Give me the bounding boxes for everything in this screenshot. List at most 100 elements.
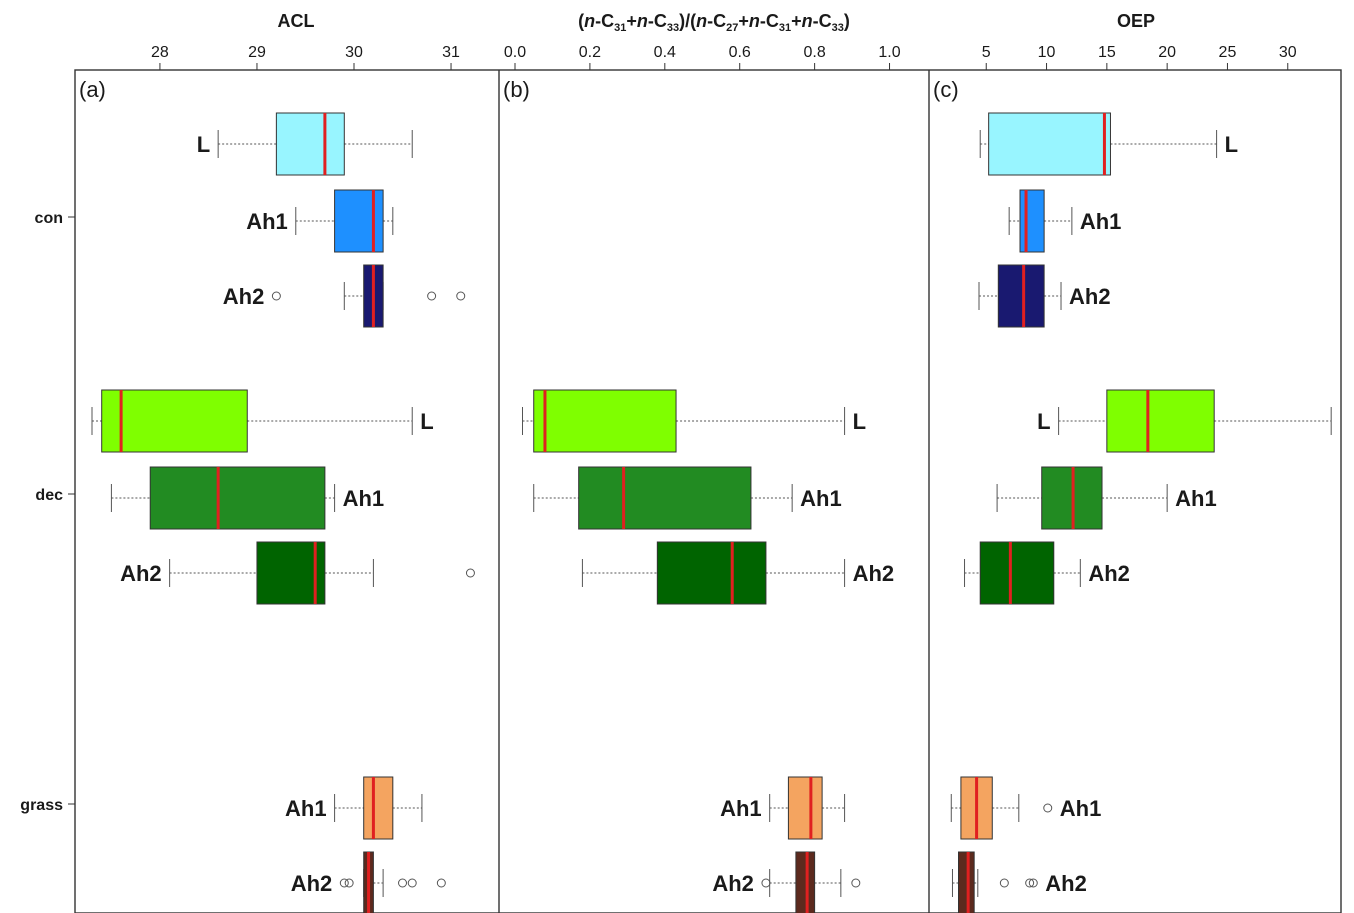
panel-label: (b): [503, 77, 530, 102]
box-iqr: [979, 541, 1055, 605]
x-tick-label: 25: [1219, 44, 1237, 61]
x-tick-label: 0.6: [729, 44, 751, 61]
outlier-point: [407, 878, 417, 888]
box-label: Ah2: [1088, 561, 1130, 586]
box-label: Ah1: [285, 796, 327, 821]
box-label: L: [197, 132, 210, 157]
box-iqr: [795, 851, 816, 913]
box-iqr: [149, 466, 326, 530]
box-label: Ah2: [1069, 284, 1111, 309]
x-tick-label: 0.0: [504, 44, 526, 61]
boxplot-grass-ah2: [951, 851, 1038, 913]
x-tick-label: 5: [982, 44, 991, 61]
boxplot-con-l: [217, 112, 413, 176]
panel-title: OEP: [1117, 11, 1155, 31]
box-label: L: [1225, 132, 1238, 157]
plot-frame: [74, 69, 1342, 913]
outlier-point: [1043, 803, 1053, 813]
boxplot-con-ah1: [295, 189, 394, 253]
box-label: Ah2: [291, 871, 333, 896]
boxplot-grass-ah1: [334, 776, 423, 840]
y-group-label: con: [35, 210, 63, 227]
box-label: Ah2: [1045, 871, 1087, 896]
box-label: Ah1: [720, 796, 762, 821]
box-label: L: [420, 409, 433, 434]
box-label: Ah1: [343, 486, 385, 511]
boxplot-grass-ah2: [339, 851, 446, 913]
x-tick-label: 30: [345, 44, 363, 61]
outlier-point: [339, 878, 349, 888]
box-iqr: [1106, 389, 1215, 453]
x-tick-label: 15: [1098, 44, 1116, 61]
box-iqr: [363, 776, 394, 840]
boxplot-con-ah2: [271, 264, 466, 328]
box-iqr: [101, 389, 248, 453]
box-iqr: [1019, 189, 1045, 253]
x-tick-label: 30: [1279, 44, 1297, 61]
box-label: Ah1: [800, 486, 842, 511]
box-iqr: [334, 189, 384, 253]
outlier-point: [761, 878, 771, 888]
box-label: Ah1: [1060, 796, 1102, 821]
boxplot-dec-ah2: [169, 541, 475, 605]
box-label: Ah1: [1080, 209, 1122, 234]
box-iqr: [958, 851, 975, 913]
boxplot-dec-ah1: [996, 466, 1168, 530]
box-label: Ah1: [246, 209, 288, 234]
box-iqr: [787, 776, 823, 840]
box-iqr: [578, 466, 752, 530]
box-label: L: [853, 409, 866, 434]
box-iqr: [275, 112, 345, 176]
box-label: Ah2: [853, 561, 895, 586]
outlier-point: [1028, 878, 1038, 888]
boxplot-dec-l: [91, 389, 413, 453]
panel-title: (n-C31+n-C33)/(n-C27+n-C31+n-C33): [578, 11, 850, 34]
box-label: Ah2: [120, 561, 162, 586]
x-tick-label: 0.2: [579, 44, 601, 61]
x-tick-label: 1.0: [878, 44, 900, 61]
x-tick-label: 10: [1038, 44, 1056, 61]
x-tick-label: 29: [248, 44, 266, 61]
boxplot-con-ah2: [978, 264, 1062, 328]
boxplot-grass-ah2: [761, 851, 861, 913]
box-iqr: [656, 541, 767, 605]
outlier-point: [465, 568, 475, 578]
outlier-point: [851, 878, 861, 888]
boxplot-dec-ah1: [533, 466, 793, 530]
y-group-label: dec: [35, 487, 63, 504]
panel-label: (a): [79, 77, 106, 102]
outlier-point: [456, 291, 466, 301]
box-label: Ah2: [223, 284, 265, 309]
x-tick-label: 0.4: [654, 44, 676, 61]
boxplot-con-ah1: [1008, 189, 1073, 253]
boxplot-dec-ah2: [581, 541, 846, 605]
boxplot-con-l: [979, 112, 1218, 176]
panel-label: (c): [933, 77, 959, 102]
boxplot-dec-l: [521, 389, 846, 453]
boxplot-grass-ah1: [769, 776, 846, 840]
box-label: Ah1: [1175, 486, 1217, 511]
box-iqr: [997, 264, 1045, 328]
outlier-point: [436, 878, 446, 888]
boxplot-dec-ah2: [964, 541, 1081, 605]
outlier-point: [344, 878, 354, 888]
boxplot-dec-l: [1058, 389, 1332, 453]
boxplot-dec-ah1: [110, 466, 336, 530]
x-tick-label: 28: [151, 44, 169, 61]
outlier-point: [1025, 878, 1035, 888]
x-tick-label: 20: [1158, 44, 1176, 61]
box-label: Ah2: [712, 871, 754, 896]
x-tick-label: 31: [442, 44, 460, 61]
panel-title: ACL: [278, 11, 315, 31]
y-group-label: grass: [20, 797, 63, 814]
boxplot-grass-ah1: [950, 776, 1053, 840]
outlier-point: [271, 291, 281, 301]
x-tick-label: 0.8: [803, 44, 825, 61]
box-label: L: [1037, 409, 1050, 434]
outlier-point: [427, 291, 437, 301]
outlier-point: [398, 878, 408, 888]
outlier-point: [999, 878, 1009, 888]
box-iqr: [533, 389, 677, 453]
box-iqr: [988, 112, 1111, 176]
